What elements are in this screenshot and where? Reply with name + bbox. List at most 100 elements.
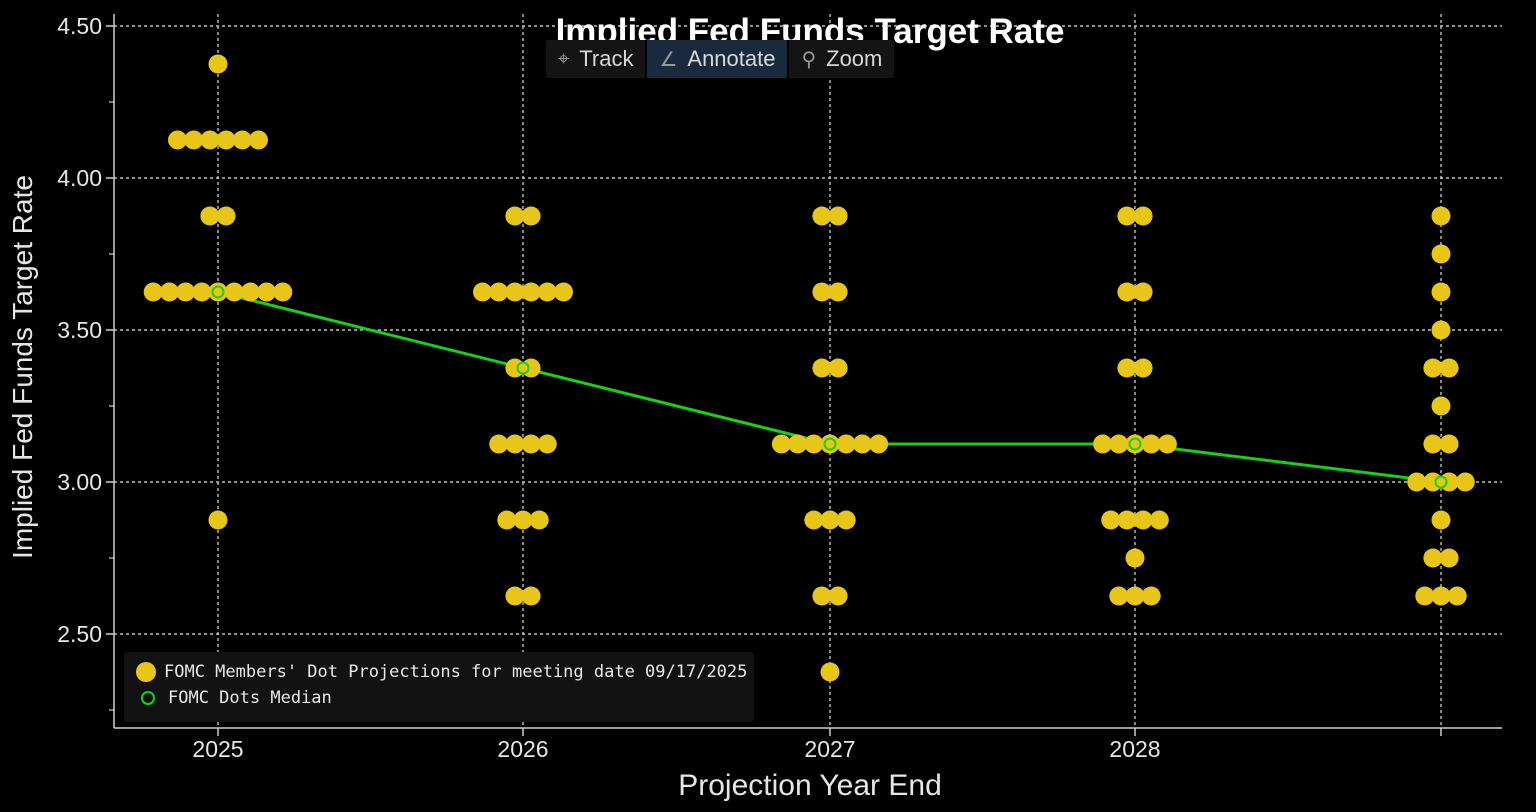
x-tick-label: 2025 [192,736,243,762]
median-marker [823,437,837,451]
toolbar-divider [787,40,790,78]
median-marker [1128,437,1142,451]
dot-projection [836,510,856,530]
dot-projection [804,510,824,530]
legend: FOMC Members' Dot Projections for meetin… [124,652,754,722]
y-tick-label: 4.00 [57,165,102,191]
dot-projection [1431,586,1451,606]
dot-projection [1101,510,1121,530]
dot-projection [1431,396,1451,416]
dot-projections-series [143,54,1475,682]
dot-projection [497,510,517,530]
dot-projection [537,282,557,302]
dot-projection [537,434,557,454]
dot-projection [489,282,509,302]
dot-projection [820,434,840,454]
dot-projection [505,206,525,226]
dot-projection [192,282,212,302]
dot-projection [240,282,260,302]
dot-projection [1117,510,1137,530]
dot-projection [828,586,848,606]
dot-projection [273,282,293,302]
dot-projection [521,586,541,606]
dot-projection [208,54,228,74]
magnifier-icon: ⚲ [801,48,817,71]
dot-projection [1439,548,1459,568]
dot-projection [224,282,244,302]
dot-projection [812,358,832,378]
dot-projection [1133,358,1153,378]
dot-projection [828,206,848,226]
dot-projection [771,434,791,454]
median-marker [211,285,225,299]
legend-item-dots: FOMC Members' Dot Projections for meetin… [136,662,747,682]
zoom-button[interactable]: ⚲ Zoom [789,40,894,78]
dot-projection [1423,434,1443,454]
dot-projection [216,130,236,150]
track-button[interactable]: ⌖ Track [546,40,645,78]
dot-projection [1431,282,1451,302]
dot-projection [812,206,832,226]
dot-projection [1109,434,1129,454]
dot-projection [820,662,840,682]
dot-projection [505,434,525,454]
dot-projection [1093,434,1113,454]
dot-projection [184,130,204,150]
dot-projection [249,130,268,150]
dot-projection [1431,244,1451,264]
y-tick-label: 2.50 [57,621,102,647]
legend-ring-marker [141,691,155,705]
dot-projection [869,434,889,454]
dot-projection [1415,586,1435,606]
dot-projection [521,282,541,302]
dot-projection [208,282,228,302]
dot-projection [820,510,840,530]
y-axis-title: Implied Fed Funds Target Rate [7,175,38,559]
dot-projection [1455,472,1475,492]
crosshair-icon: ⌖ [558,47,570,70]
dot-projection [1149,510,1169,530]
annotate-button[interactable]: ∠ Annotate [647,40,788,78]
dot-projection [521,358,541,378]
dot-projection [1109,586,1129,606]
y-tick-label: 3.00 [57,469,102,495]
x-tick-label: 2027 [804,736,855,762]
legend-label-dots: FOMC Members' Dot Projections for meetin… [164,662,748,682]
dot-projection [804,434,824,454]
median-markers [211,285,1448,489]
x-tick-label: 2026 [497,736,548,762]
dot-projection [828,282,848,302]
dot-projection [1133,206,1153,226]
dot-projection [489,434,509,454]
dot-projection [1125,548,1145,568]
legend-item-median: FOMC Dots Median [136,688,332,708]
dot-projection [1447,586,1467,606]
dot-projection [505,358,525,378]
dot-projection [505,586,525,606]
dot-projection [1423,358,1443,378]
x-axis-title: Projection Year End [678,769,942,802]
dot-projection [1431,320,1451,340]
y-tick-label: 4.50 [57,13,102,39]
dot-projection [176,282,196,302]
dot-projection [143,282,163,302]
dot-projection [828,358,848,378]
dot-projection [1117,358,1137,378]
dot-projection [1133,282,1153,302]
toolbar-divider [645,40,648,78]
dot-projection [836,434,856,454]
dot-projection [232,130,252,150]
dot-projection [1157,434,1177,454]
dot-projection [1117,282,1137,302]
median-marker [516,361,530,375]
dot-projection [257,282,277,302]
dot-projection [554,282,573,302]
dot-projection [529,510,549,530]
dot-projection [521,206,541,226]
dot-projection [200,130,220,150]
chart-toolbar: ⌖ Track ∠ Annotate ⚲ Zoom [546,40,895,78]
dot-projection [1431,206,1451,226]
dot-projection [1423,548,1443,568]
dot-projection [159,282,179,302]
